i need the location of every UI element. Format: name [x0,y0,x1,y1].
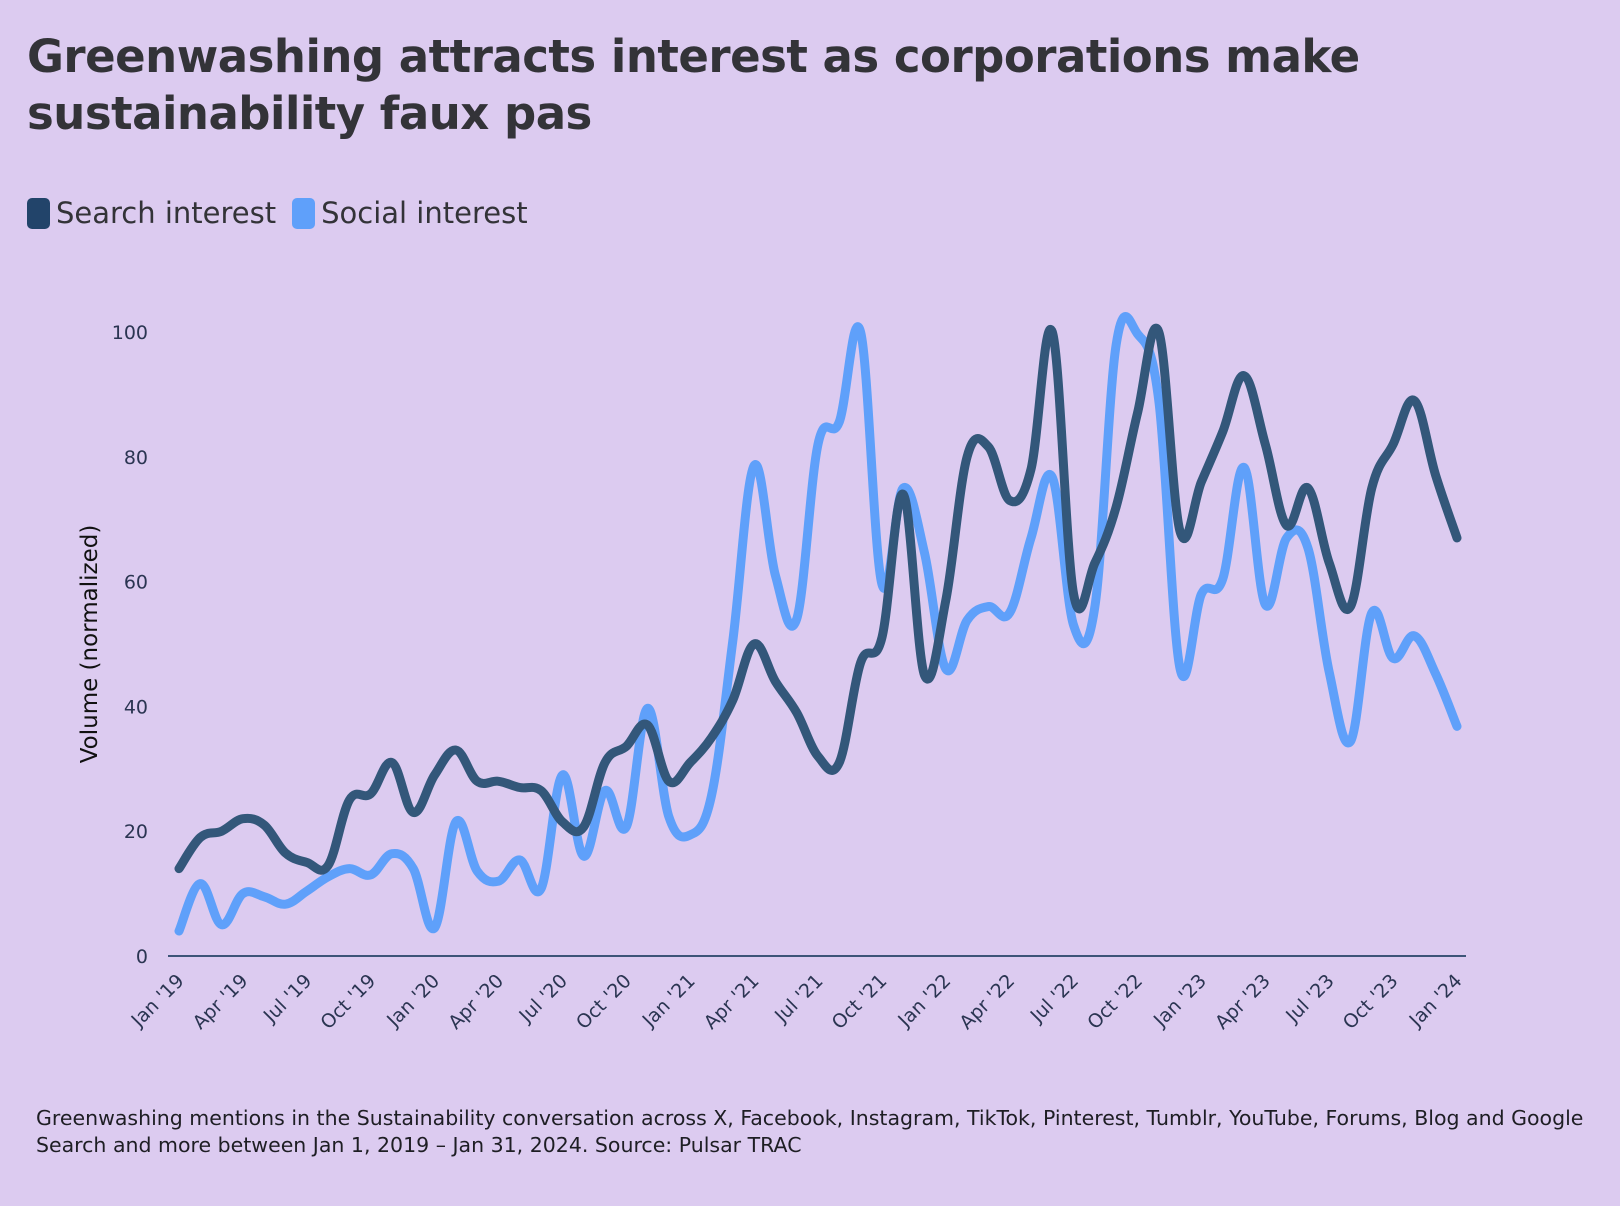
x-tick-label: Jul '23 [1281,970,1339,1028]
y-tick-label: 40 [124,696,148,718]
x-tick-label: Apr '19 [189,970,253,1034]
legend: Search interest Social interest [27,196,544,230]
x-tick-label: Jan '24 [1404,970,1466,1032]
x-tick-label: Apr '22 [955,970,1019,1034]
y-tick-label: 20 [124,821,148,843]
chart-title: Greenwashing attracts interest as corpor… [27,30,1360,140]
y-tick-label: 60 [124,572,148,594]
x-tick-label: Jul '20 [514,970,572,1028]
x-tick-label: Oct '22 [1083,970,1147,1034]
x-tick-label: Jan '19 [126,970,188,1032]
x-tick-label: Apr '20 [444,970,508,1034]
x-tick-label: Jan '20 [382,970,444,1032]
x-tick-label: Jul '22 [1026,970,1084,1028]
x-tick-label: Oct '20 [572,970,636,1034]
x-tick-label: Jan '22 [893,970,955,1032]
legend-swatch-search [27,197,50,229]
y-tick-label: 0 [136,946,148,968]
x-tick-label: Oct '19 [316,970,380,1034]
legend-swatch-social [292,197,316,229]
series-line-social-interest [174,312,1462,936]
x-tick-label: Jan '23 [1149,970,1211,1032]
x-tick-label: Jan '21 [638,970,700,1032]
legend-item-social: Social interest [292,196,528,230]
y-axis-label: Volume (normalized) [77,525,103,764]
x-tick-label: Jul '21 [770,970,828,1028]
y-tick-label: 80 [124,447,148,469]
x-tick-label: Apr '23 [1211,970,1275,1034]
x-tick-label: Apr '21 [700,970,764,1034]
x-tick-label: Oct '21 [828,970,892,1034]
x-tick-label: Jul '19 [259,970,317,1028]
footnote: Greenwashing mentions in the Sustainabil… [36,1106,1584,1157]
legend-label-search: Search interest [56,196,277,230]
y-tick-label: 100 [112,322,148,344]
legend-item-search: Search interest [27,196,276,230]
series-line-search-interest [174,323,1462,875]
x-tick-label: Oct '23 [1339,970,1403,1034]
legend-label-social: Social interest [321,196,528,230]
